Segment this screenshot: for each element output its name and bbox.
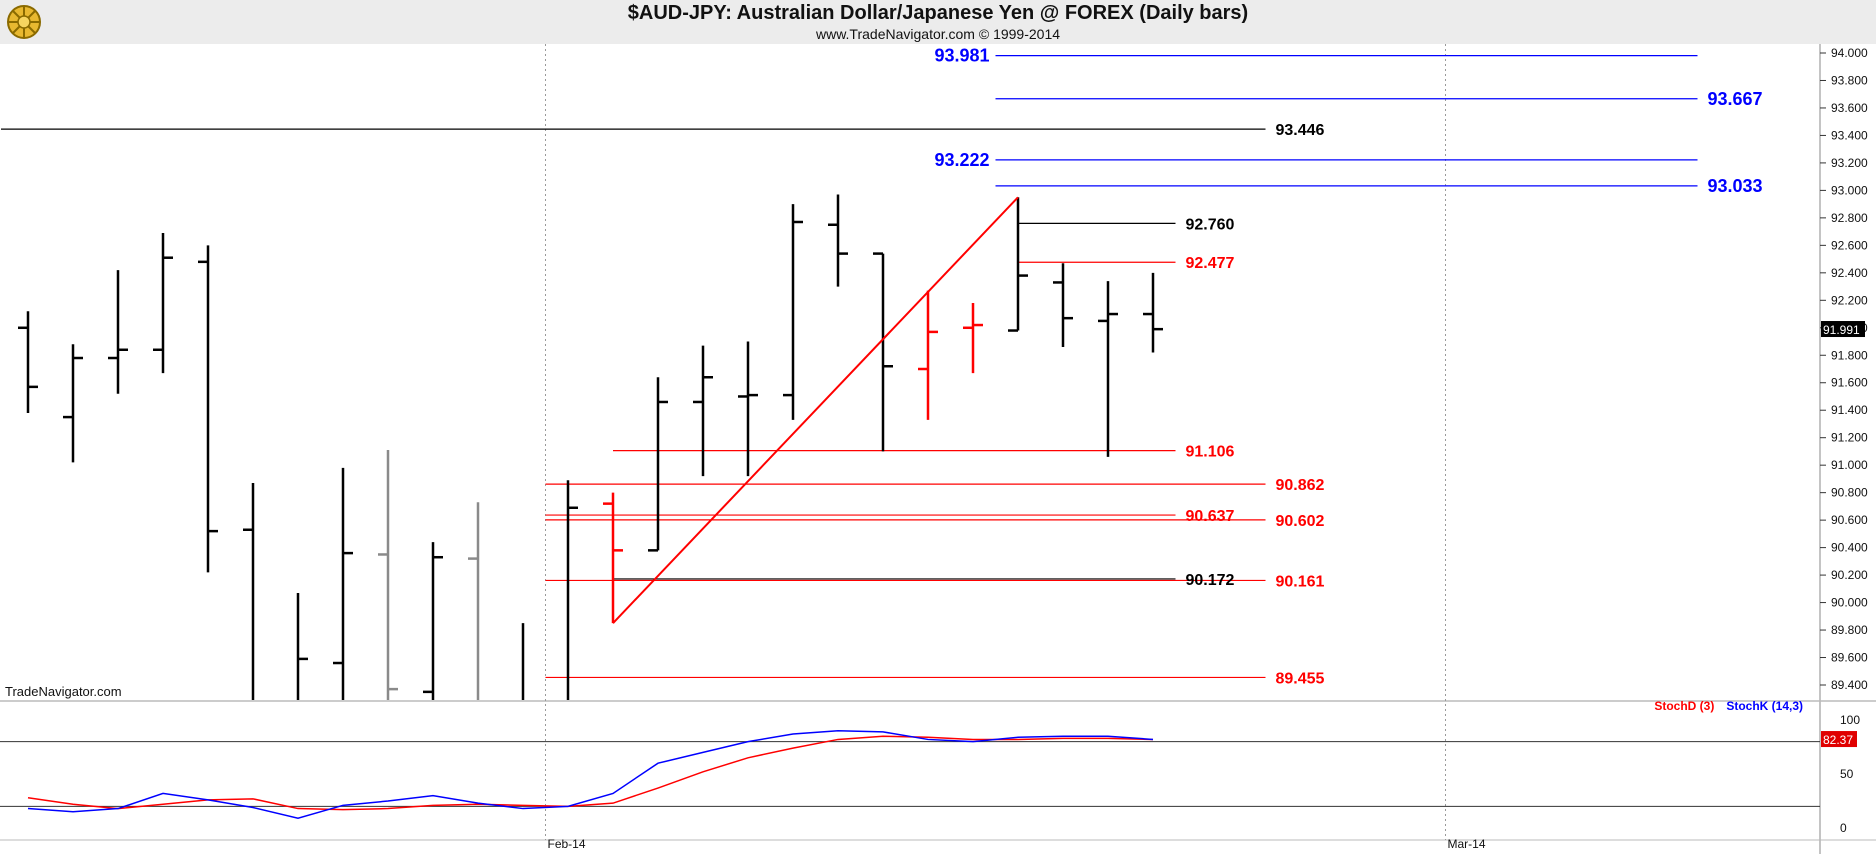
stoch-last-value-box xyxy=(1821,731,1857,748)
price-levels xyxy=(1,55,1698,679)
trend-line xyxy=(612,196,1019,624)
level-label: 92.760 xyxy=(1186,216,1235,233)
price-tick-label: 92.400 xyxy=(1831,266,1868,280)
ohlc-bar xyxy=(1008,197,1028,332)
level-label: 93.033 xyxy=(1708,176,1763,196)
level-label: 90.602 xyxy=(1276,513,1325,530)
ohlc-bar xyxy=(1053,263,1073,348)
time-axis: Feb-14 Mar-14 xyxy=(548,837,1486,851)
price-tick-label: 90.600 xyxy=(1831,513,1868,527)
price-tick-label: 91.400 xyxy=(1831,403,1868,417)
price-tick-label: 90.000 xyxy=(1831,596,1868,610)
chart-title: $AUD-JPY: Australian Dollar/Japanese Yen… xyxy=(627,2,1249,24)
ohlc-bar xyxy=(378,450,398,700)
level-label: 92.477 xyxy=(1186,255,1235,272)
level-label: 93.222 xyxy=(934,150,989,170)
ohlc-bar xyxy=(1143,272,1163,353)
level-label: 90.172 xyxy=(1186,572,1235,589)
last-price-box xyxy=(1821,321,1865,338)
ohlc-bar xyxy=(521,623,525,700)
ohlc-bar xyxy=(873,252,893,452)
ohlc-bar xyxy=(243,483,255,700)
stoch-tick-label: 100 xyxy=(1840,713,1860,727)
ohlc-bar xyxy=(1098,281,1118,457)
price-tick-label: 92.600 xyxy=(1831,238,1868,252)
price-tick-label: 93.400 xyxy=(1831,128,1868,142)
price-tick-label: 90.400 xyxy=(1831,541,1868,555)
level-label: 90.862 xyxy=(1276,477,1325,494)
price-tick-label: 93.600 xyxy=(1831,101,1868,115)
price-axis: 94.000 93.800 93.600 93.400 93.200 93.000 92.8… xyxy=(1820,46,1868,692)
ohlc-bar xyxy=(18,311,38,413)
price-tick-label: 94.000 xyxy=(1831,46,1868,60)
level-labels: 93.981 93.667 93.446 93.222 93.033 92.760 92.4… xyxy=(934,46,1762,688)
stoch-tick-label: 0 xyxy=(1840,821,1847,835)
ohlc-bar xyxy=(828,194,848,287)
ohlc-bar xyxy=(108,270,128,394)
level-label: 93.667 xyxy=(1708,89,1763,109)
price-tick-label: 89.400 xyxy=(1831,678,1868,692)
ohlc-bar xyxy=(738,341,758,477)
level-label: 93.446 xyxy=(1276,122,1325,139)
ohlc-bar xyxy=(198,245,218,573)
price-tick-label: 93.000 xyxy=(1831,183,1868,197)
stoch-last-value-label: 82.37 xyxy=(1823,733,1853,747)
ohlc-bar xyxy=(693,345,713,477)
ohlc-bar xyxy=(296,592,308,700)
ohlc-bar xyxy=(468,502,480,700)
price-tick-label: 91.800 xyxy=(1831,348,1868,362)
trendline xyxy=(612,196,1019,624)
stoch-tick-label: 50 xyxy=(1840,767,1854,781)
time-axis-label: Mar-14 xyxy=(1448,837,1486,851)
stoch-series-line xyxy=(27,730,1154,820)
price-tick-label: 91.000 xyxy=(1831,458,1868,472)
ohlc-bar xyxy=(333,467,353,700)
ohlc-bar xyxy=(566,480,578,700)
title-bar xyxy=(0,0,1876,44)
level-label: 89.455 xyxy=(1276,670,1325,687)
price-bars xyxy=(18,194,1163,700)
watermark: TradeNavigator.com xyxy=(5,684,122,699)
ohlc-bar xyxy=(783,204,803,420)
stochastic-panel: 100 50 0 StochK (14,3) StochD (3) 82.37 xyxy=(0,699,1860,835)
stoch-legend-item: StochK (14,3) xyxy=(1726,699,1803,713)
ohlc-bar xyxy=(153,232,173,374)
price-tick-label: 91.600 xyxy=(1831,376,1868,390)
trade-navigator-logo-icon xyxy=(7,5,41,39)
last-price-label: 91.991 xyxy=(1823,323,1860,337)
price-tick-label: 93.800 xyxy=(1831,73,1868,87)
ohlc-bar xyxy=(63,344,83,463)
grid-lines xyxy=(0,44,1876,854)
time-axis-label: Feb-14 xyxy=(548,837,586,851)
price-tick-label: 89.800 xyxy=(1831,623,1868,637)
level-label: 93.981 xyxy=(934,46,989,66)
ohlc-bar xyxy=(918,290,938,420)
price-tick-label: 92.800 xyxy=(1831,211,1868,225)
ohlc-bar xyxy=(963,303,983,374)
price-tick-label: 92.200 xyxy=(1831,293,1868,307)
level-label: 90.161 xyxy=(1276,573,1325,590)
price-tick-label: 91.200 xyxy=(1831,431,1868,445)
stoch-series-line xyxy=(27,735,1154,811)
ohlc-bar xyxy=(648,377,668,552)
level-label: 91.106 xyxy=(1186,444,1235,461)
price-tick-label: 90.800 xyxy=(1831,486,1868,500)
ohlc-bar xyxy=(603,492,623,624)
ohlc-bar xyxy=(423,542,443,700)
price-tick-label: 89.600 xyxy=(1831,651,1868,665)
price-tick-label: 90.200 xyxy=(1831,568,1868,582)
price-tick-label: 93.200 xyxy=(1831,156,1868,170)
stoch-legend-item: StochD (3) xyxy=(1654,699,1714,713)
chart-subtitle: www.TradeNavigator.com © 1999-2014 xyxy=(815,26,1061,42)
level-label: 90.637 xyxy=(1186,508,1235,525)
